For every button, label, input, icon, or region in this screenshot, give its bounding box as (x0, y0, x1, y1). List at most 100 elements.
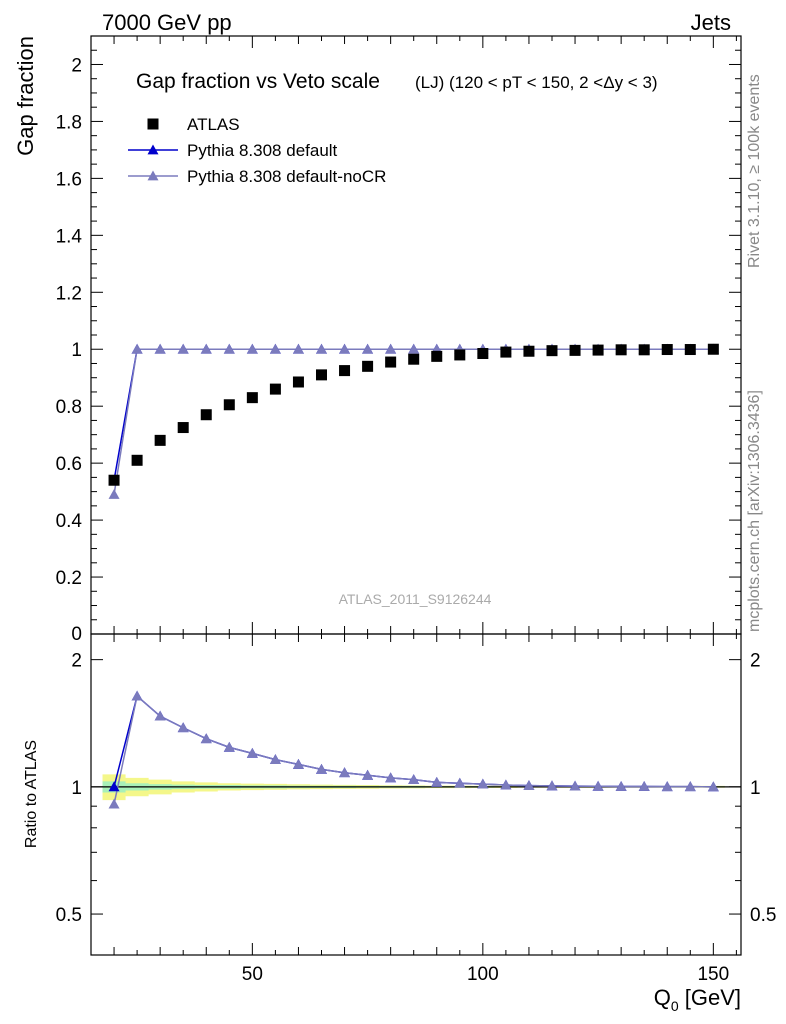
ratio-nocr-marker (638, 780, 650, 791)
legend-entry: ATLAS (187, 115, 240, 134)
ratio-nocr-marker (108, 798, 120, 809)
nocr-marker (339, 343, 351, 354)
main-y-tick-label: 1.6 (56, 169, 82, 190)
atlas-data-point (477, 348, 489, 360)
atlas-data-point (569, 344, 581, 356)
ratio-nocr-marker (177, 722, 189, 733)
ratio-nocr-marker (223, 741, 235, 752)
atlas-data-point (385, 356, 397, 368)
atlas-data-point (223, 399, 235, 411)
atlas-data-point (707, 343, 719, 355)
ratio-nocr-marker (200, 733, 212, 744)
legend-marker-atlas (147, 118, 159, 130)
nocr-marker (154, 343, 166, 354)
ratio-y-tick-label-right: 1 (750, 778, 761, 799)
ratio-nocr-marker (684, 781, 696, 792)
legend-entry: Pythia 8.308 default (187, 141, 338, 160)
nocr-marker (108, 488, 120, 499)
atlas-data-point (269, 383, 281, 395)
mcplots-reference-label: mcplots.cern.ch [arXiv:1306.3436] (746, 390, 763, 632)
atlas-data-point (292, 376, 304, 388)
ratio-nocr-marker (246, 747, 258, 758)
nocr-line (113, 348, 714, 495)
header-left-label: 7000 GeV pp (102, 10, 232, 35)
nocr-marker (315, 343, 327, 354)
nocr-marker (292, 343, 304, 354)
atlas-data-point (246, 392, 258, 404)
ratio-nocr-marker (408, 774, 420, 785)
x-axis-label-unit: [GeV] (679, 985, 741, 1010)
ratio-nocr-marker (431, 776, 443, 787)
chart-title: Gap fraction vs Veto scale (136, 70, 380, 93)
ratio-nocr-marker (362, 769, 374, 780)
main-panel: 0.2 0.4 0.6 0.8 1 1.2 1.4 1.6 1.8 2 0 Gap fraction G… (13, 35, 742, 645)
atlas-data-point (638, 344, 650, 356)
atlas-data-point (131, 454, 143, 466)
ratio-nocr-marker (500, 779, 512, 790)
ratio-nocr-marker (269, 754, 281, 765)
main-y-tick-label: 1.4 (56, 226, 83, 247)
main-y-axis-label: Gap fraction (13, 36, 38, 156)
nocr-marker (362, 343, 374, 354)
ratio-nocr-marker (523, 780, 535, 790)
atlas-data-point (615, 344, 627, 356)
main-y-tick-label: 2 (71, 55, 82, 76)
ratio-nocr-marker (154, 710, 166, 721)
nocr-marker (177, 343, 189, 354)
ratio-nocr-marker (292, 758, 304, 769)
ratio-y-tick-label-right: 2 (750, 651, 761, 672)
ratio-y-tick-label: 2 (71, 651, 82, 672)
nocr-marker (200, 343, 212, 354)
main-y-tick-label: 1.2 (56, 283, 82, 304)
atlas-data-point (592, 344, 604, 356)
atlas-data-point (200, 409, 212, 421)
rivet-version-label: Rivet 3.1.10, ≥ 100k events (746, 74, 763, 268)
atlas-data-point (431, 350, 443, 362)
atlas-data-point (315, 369, 327, 381)
ratio-y-axis-label: Ratio to ATLAS (23, 740, 40, 848)
nocr-marker (246, 343, 258, 354)
ratio-nocr-marker (569, 780, 581, 791)
ratio-y-tick-label-right: 0.5 (750, 905, 776, 926)
ratio-y-tick-label: 1 (71, 778, 82, 799)
main-y-tick-label: 0.8 (56, 397, 82, 418)
atlas-data-point (154, 434, 166, 446)
atlas-data-point (661, 344, 673, 356)
ratio-nocr-marker (454, 777, 466, 788)
nocr-marker (269, 343, 281, 354)
analysis-watermark: ATLAS_2011_S9126244 (339, 591, 492, 607)
nocr-marker (131, 343, 143, 354)
ratio-nocr-marker (385, 772, 397, 783)
nocr-marker (408, 343, 420, 354)
atlas-data-point (362, 360, 374, 372)
ratio-nocr-marker (592, 780, 604, 791)
main-y-tick-label: 0 (71, 624, 82, 645)
ratio-nocr-marker (131, 690, 143, 701)
main-y-tick-label: 1 (71, 340, 82, 361)
x-tick-label: 150 (697, 964, 729, 985)
x-axis-label-subscript: 0 (671, 998, 679, 1014)
ratio-default-marker (108, 781, 120, 792)
atlas-data-point (546, 345, 558, 357)
ratio-frame (90, 633, 742, 956)
ratio-nocr-marker (546, 780, 558, 791)
atlas-data-point (108, 474, 120, 486)
atlas-data-point (684, 344, 696, 356)
atlas-data-point (408, 353, 420, 365)
nocr-marker (223, 343, 235, 354)
legend-entry: Pythia 8.308 default-noCR (187, 167, 386, 186)
main-y-tick-label: 0.4 (56, 511, 83, 532)
ratio-y-tick-label: 0.5 (56, 905, 82, 926)
ratio-nocr-marker (707, 781, 719, 792)
legend-marker-default (147, 144, 159, 155)
main-y-tick-label: 1.8 (56, 112, 82, 133)
ratio-nocr-marker (339, 767, 351, 778)
x-axis-label: Q0 [GeV] (654, 985, 741, 1014)
atlas-data-point (339, 365, 351, 377)
atlas-data-point (523, 345, 535, 357)
x-axis-label-q: Q (654, 985, 671, 1010)
x-tick-label: 100 (467, 964, 499, 985)
legend-marker-nocr (147, 170, 159, 181)
